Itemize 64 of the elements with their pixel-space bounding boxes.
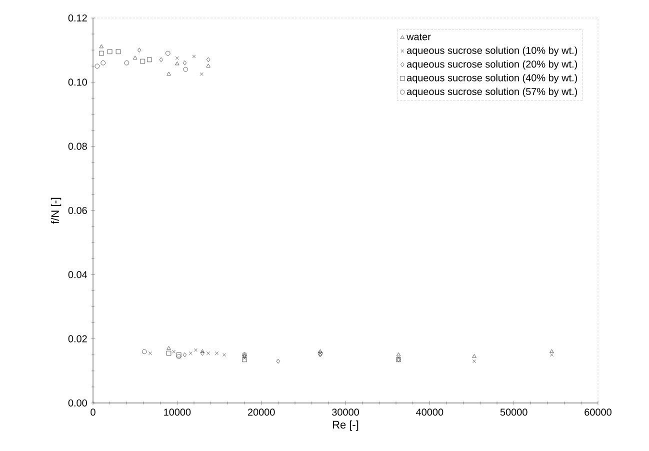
y-tick-label: 0.06 [68, 206, 87, 214]
legend-label: aqueous sucrose solution (57% by wt.) [406, 88, 578, 97]
point [172, 350, 176, 354]
point [132, 56, 138, 60]
y-tick-label: 0.08 [68, 142, 87, 150]
point [137, 48, 142, 52]
point [159, 57, 164, 62]
point [188, 352, 192, 356]
point [183, 66, 188, 72]
point [107, 49, 112, 54]
point [472, 360, 476, 364]
point [242, 357, 247, 362]
x-tick-label: 0 [90, 408, 96, 416]
point [142, 349, 147, 354]
point [124, 60, 130, 66]
legend-label: water [406, 34, 431, 40]
y-tick-label: 0.04 [68, 271, 88, 278]
point [182, 352, 187, 358]
legend-label: aqueous sucrose solution (40% by wt.) [406, 74, 578, 84]
legend-label: aqueous sucrose solution (10% by wt.) [406, 46, 578, 56]
point [140, 58, 146, 64]
point [206, 352, 210, 356]
point [550, 353, 554, 357]
point [276, 358, 280, 364]
point [166, 50, 170, 56]
point [100, 60, 106, 66]
point [214, 352, 218, 356]
legend-label: aqueous sucrose solution (20% by wt.) [406, 60, 578, 70]
point [166, 346, 171, 350]
point [206, 57, 210, 62]
point [175, 61, 180, 66]
point [200, 350, 204, 356]
point [99, 44, 104, 48]
point [182, 60, 187, 66]
x-axis-title: Re [-] [333, 420, 358, 431]
point [175, 56, 179, 60]
point [176, 352, 182, 358]
point [200, 349, 205, 353]
y-tick-label: 0.12 [68, 14, 87, 22]
point [550, 349, 554, 353]
point [176, 354, 182, 359]
point [472, 354, 476, 358]
y-tick-label: 0.00 [68, 399, 87, 407]
point [200, 72, 204, 76]
y-axis-title: f/N [-] [50, 198, 62, 224]
point [147, 57, 152, 62]
x-tick-label: 50000 [500, 408, 528, 416]
point [194, 348, 198, 352]
point [222, 353, 226, 357]
x-tick-label: 30000 [332, 408, 359, 416]
x-tick-label: 40000 [416, 408, 444, 416]
x-tick-label: 10000 [164, 408, 191, 416]
x-tick-label: 60000 [584, 408, 612, 416]
point [116, 49, 121, 54]
point [99, 50, 104, 56]
point [166, 350, 172, 356]
point [166, 72, 171, 76]
point [94, 64, 100, 69]
point [206, 64, 210, 68]
point [318, 349, 322, 353]
x-tick-label: 20000 [248, 408, 275, 416]
y-tick-label: 0.02 [68, 335, 87, 342]
point [396, 352, 401, 356]
y-tick-label: 0.10 [68, 78, 87, 86]
